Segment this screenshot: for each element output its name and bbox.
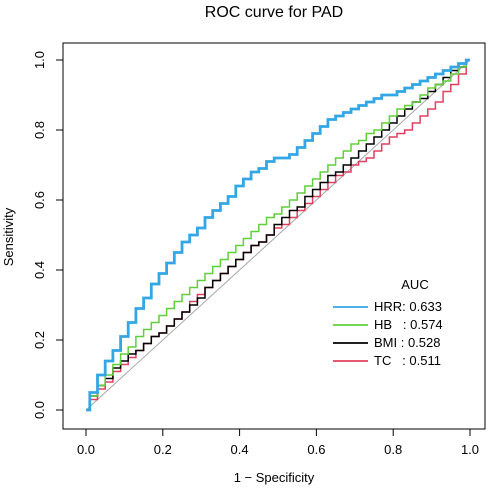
x-tick-label: 1.0 — [461, 442, 479, 457]
x-tick-label: 0.4 — [231, 442, 249, 457]
y-tick-label: 0.6 — [32, 191, 47, 209]
x-tick-label: 0.8 — [384, 442, 402, 457]
y-tick-label: 1.0 — [32, 51, 47, 69]
y-axis-label: Sensitivity — [1, 207, 16, 266]
x-axis-label: 1 − Specificity — [234, 470, 315, 485]
legend-label-bmi: BMI : 0.528 — [374, 335, 440, 350]
series-layer — [86, 58, 470, 412]
roc-series-hb — [86, 59, 470, 411]
reference-diagonal-line — [85, 59, 471, 411]
y-tick-label: 0.2 — [32, 331, 47, 349]
x-tick-label: 0.6 — [307, 442, 325, 457]
plot-frame — [62, 42, 486, 430]
y-axis: 0.0 0.2 0.4 0.6 0.8 1.0 — [32, 51, 64, 419]
roc-series-hrr — [86, 58, 470, 412]
x-tick-label: 0.2 — [154, 442, 172, 457]
x-axis: 0.0 0.2 0.4 0.6 0.8 1.0 — [77, 428, 479, 457]
legend-label-hb: HB : 0.574 — [374, 317, 443, 332]
x-tick-label: 0.0 — [77, 442, 95, 457]
legend-title: AUC — [401, 277, 428, 292]
chart-title: ROC curve for PAD — [205, 4, 343, 21]
y-tick-label: 0.4 — [32, 261, 47, 279]
y-tick-label: 0.8 — [32, 121, 47, 139]
legend: AUC HRR: 0.633 HB : 0.574 BMI : 0.528 TC : … — [333, 277, 443, 368]
legend-label-hrr: HRR: 0.633 — [374, 299, 442, 314]
y-tick-label: 0.0 — [32, 401, 47, 419]
legend-label-tc: TC : 0.511 — [374, 353, 441, 368]
